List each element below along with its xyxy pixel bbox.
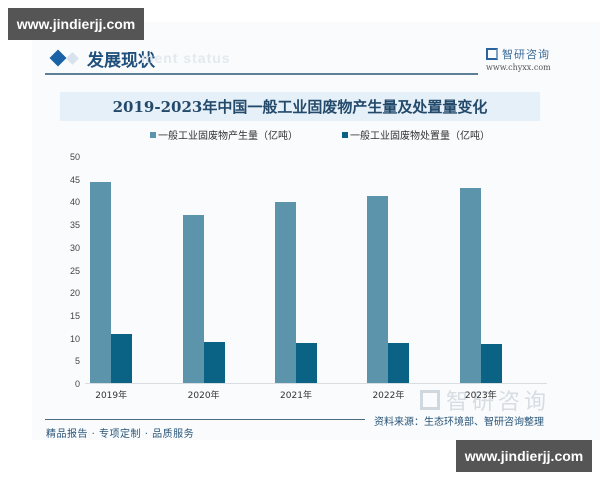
- y-tick-label: 25: [69, 265, 80, 276]
- bar-disposal: [203, 342, 225, 383]
- bar-production: [90, 182, 112, 383]
- y-tick-label: 0: [74, 379, 80, 389]
- section-title: 发展现状: [87, 50, 155, 71]
- brand-logo-icon: [486, 48, 498, 60]
- bar-production: [367, 196, 389, 383]
- bar-production: [459, 188, 481, 383]
- x-tick-label: 2023年: [464, 391, 497, 401]
- brand-url: www.chyxx.com: [486, 63, 551, 72]
- y-tick-label: 10: [69, 333, 80, 344]
- legend-label-production: 一般工业固废物产生量（亿吨）: [158, 131, 298, 142]
- watermark-logo-icon: [420, 390, 440, 410]
- legend-label-disposal: 一般工业固废物处置量（亿吨）: [350, 131, 490, 142]
- diamond-icon: [49, 49, 67, 67]
- bar-production: [275, 202, 296, 383]
- section-ghost-subtitle: ment status: [141, 50, 231, 66]
- plot-area: [85, 157, 547, 384]
- chart-title: 2019-2023年中国一般工业固废物产生量及处置量变化: [112, 98, 488, 116]
- section-header: 发展现状 ment status: [46, 44, 231, 72]
- watermark-brand: 智研咨询: [420, 384, 550, 416]
- x-tick-label: 2021年: [280, 391, 312, 401]
- source-note: 资料来源：生态环境部、智研咨询整理: [374, 417, 544, 428]
- x-axis-labels: 2019年 2020年 2021年 2022年 2023年: [85, 388, 547, 402]
- x-tick-label: 2019年: [95, 391, 128, 401]
- watermark-brand-text: 智研咨询: [446, 390, 551, 415]
- bar-disposal: [296, 343, 317, 383]
- y-tick-label: 35: [69, 220, 80, 231]
- y-tick-label: 20: [69, 288, 80, 299]
- watermark-top: www.jindierjj.com: [8, 8, 144, 40]
- x-tick-label: 2020年: [187, 391, 220, 401]
- bar-disposal: [480, 343, 502, 383]
- y-tick-label: 5: [74, 356, 80, 367]
- watermark-bottom: www.jindierjj.com: [456, 440, 592, 472]
- y-axis: 0 5 10 15 20 25 30 35 40 45 50: [60, 150, 80, 390]
- y-tick-label: 40: [69, 197, 80, 208]
- bar-disposal: [111, 333, 133, 383]
- chart-legend: 一般工业固废物产生量（亿吨） 一般工业固废物处置量（亿吨）: [150, 127, 490, 142]
- chart-title-band: 2019-2023年中国一般工业固废物产生量及处置量变化: [60, 92, 540, 121]
- y-tick-label: 15: [69, 310, 80, 321]
- x-tick-label: 2022年: [372, 391, 405, 401]
- legend-item-disposal: 一般工业固废物处置量（亿吨）: [342, 127, 490, 142]
- brand-name: 智研咨询: [502, 48, 550, 61]
- legend-swatch-disposal: [342, 131, 348, 138]
- y-tick-label: 30: [69, 242, 80, 253]
- footer-tagline: 精品报告 · 专项定制 · 品质服务: [46, 429, 195, 440]
- bar-production: [182, 215, 204, 383]
- y-tick-label: 50: [69, 152, 80, 162]
- diamond-shadow-icon: [66, 51, 79, 65]
- brand-logo-block: 智研咨询 www.chyxx.com: [486, 46, 551, 72]
- legend-item-production: 一般工业固废物产生量（亿吨）: [150, 127, 298, 142]
- header-divider: [45, 73, 478, 75]
- legend-swatch-production: [150, 131, 156, 138]
- y-tick-label: 45: [69, 174, 80, 185]
- footer-divider: [45, 419, 365, 420]
- bar-disposal: [388, 343, 410, 383]
